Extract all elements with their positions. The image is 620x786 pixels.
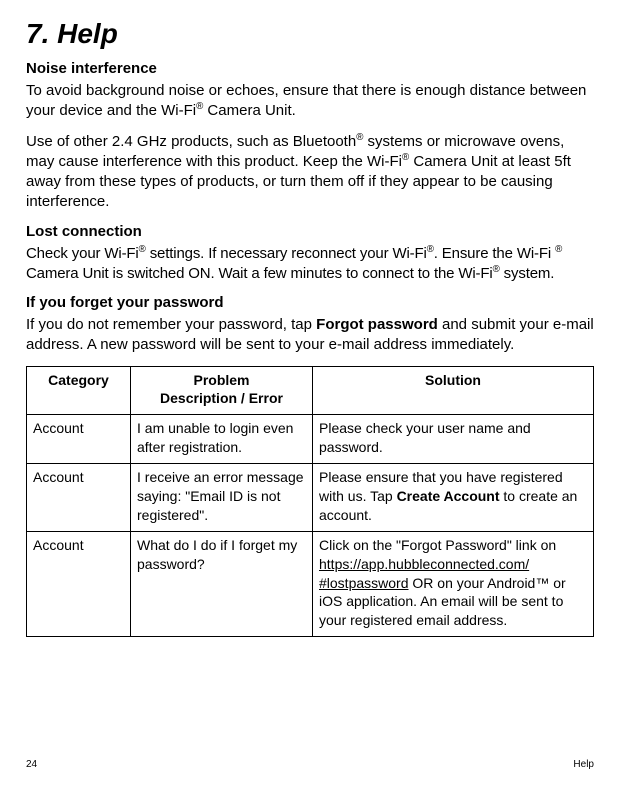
page-container: 7. Help Noise interference To avoid back…: [0, 0, 620, 786]
text: If you do not remember your password, ta…: [26, 316, 316, 333]
col-header-problem: Problem Description / Error: [131, 366, 313, 415]
text: Click on the "Forgot Password" link on: [319, 537, 556, 553]
text: settings. If necessary reconnect your Wi…: [146, 245, 427, 262]
text: Camera Unit.: [203, 102, 296, 119]
paragraph-noise-2: Use of other 2.4 GHz products, such as B…: [26, 132, 594, 213]
table-row: Account What do I do if I forget my pass…: [27, 531, 594, 636]
text: Use of other 2.4 GHz products, such as B…: [26, 133, 356, 150]
link-forgot-password[interactable]: https://app.hubbleconnected.com/: [319, 556, 529, 572]
text: Problem: [193, 372, 249, 388]
page-title: 7. Help: [26, 18, 594, 50]
table-header-row: Category Problem Description / Error Sol…: [27, 366, 594, 415]
cell-category: Account: [27, 531, 131, 636]
table-row: Account I receive an error message sayin…: [27, 464, 594, 532]
cell-solution: Please ensure that you have registered w…: [313, 464, 594, 532]
text: . Ensure the Wi-Fi: [434, 245, 555, 262]
text: Check your Wi-Fi: [26, 245, 139, 262]
cell-category: Account: [27, 464, 131, 532]
cell-category: Account: [27, 415, 131, 464]
cell-solution: Click on the "Forgot Password" link on h…: [313, 531, 594, 636]
page-number: 24: [26, 759, 37, 770]
paragraph-noise-1: To avoid background noise or echoes, ens…: [26, 81, 594, 122]
cell-problem: I am unable to login even after registra…: [131, 415, 313, 464]
registered-mark-icon: ®: [555, 244, 562, 255]
cell-solution: Please check your user name and password…: [313, 415, 594, 464]
cell-problem: What do I do if I forget my password?: [131, 531, 313, 636]
text-strong: Forgot password: [316, 316, 438, 333]
paragraph-forgot-1: If you do not remember your password, ta…: [26, 315, 594, 356]
troubleshoot-table: Category Problem Description / Error Sol…: [26, 366, 594, 638]
text: Camera Unit is switched ON. Wait a few m…: [26, 265, 493, 282]
col-header-solution: Solution: [313, 366, 594, 415]
cell-problem: I receive an error message saying: "Emai…: [131, 464, 313, 532]
registered-mark-icon: ®: [139, 244, 146, 255]
registered-mark-icon: ®: [427, 244, 434, 255]
text: system.: [500, 265, 555, 282]
heading-forgot: If you forget your password: [26, 294, 594, 311]
heading-lost: Lost connection: [26, 223, 594, 240]
page-footer: 24 Help: [26, 759, 594, 770]
footer-section: Help: [573, 759, 594, 770]
text: Description / Error: [160, 390, 283, 406]
link-forgot-password-anchor[interactable]: #lostpassword: [319, 575, 409, 591]
text-strong: Create Account: [397, 488, 500, 504]
registered-mark-icon: ®: [493, 264, 500, 275]
paragraph-lost-1: Check your Wi-Fi® settings. If necessary…: [26, 244, 594, 285]
text: To avoid background noise or echoes, ens…: [26, 82, 586, 119]
table-row: Account I am unable to login even after …: [27, 415, 594, 464]
heading-noise: Noise interference: [26, 60, 594, 77]
col-header-category: Category: [27, 366, 131, 415]
